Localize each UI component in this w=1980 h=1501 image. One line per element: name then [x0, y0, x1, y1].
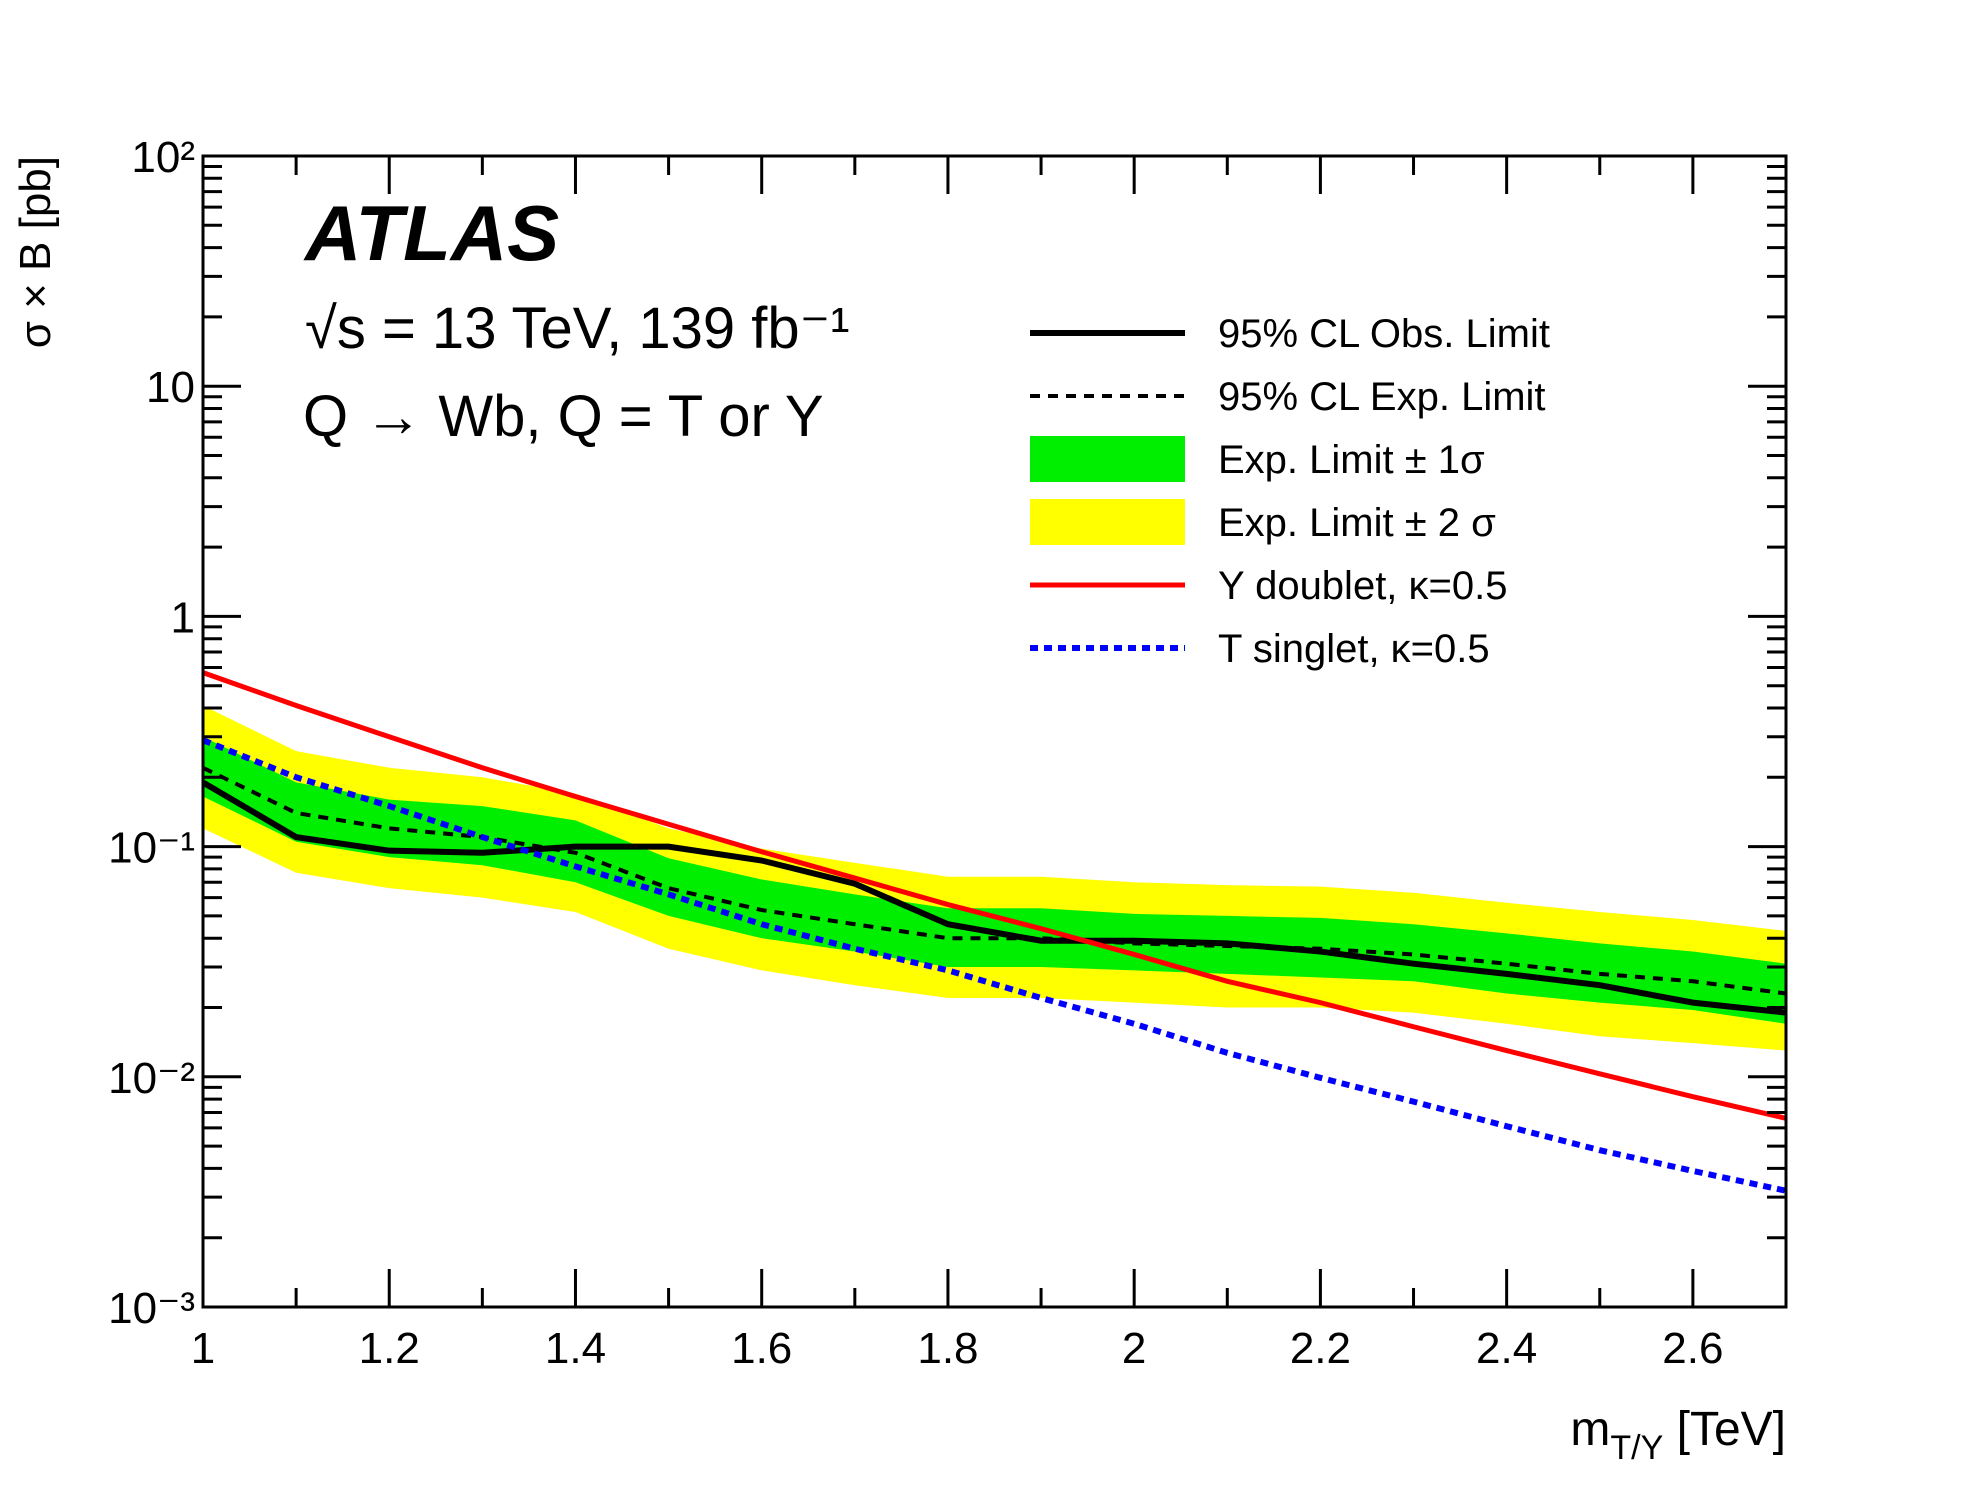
line: [202, 670, 1787, 1121]
band: [203, 705, 1786, 1051]
x-tick-label: 2.6: [1662, 1324, 1723, 1373]
x-tick-label: 1: [191, 1324, 215, 1373]
y-tick-label: 1: [171, 593, 195, 642]
frame: [201, 154, 1788, 1309]
x-axis-label: mT/Y [TeV]: [1570, 1403, 1786, 1467]
x-label-sub: T/Y: [1610, 1429, 1663, 1467]
legend-label: T singlet, κ=0.5: [1218, 627, 1490, 671]
x-tick-label: 2: [1122, 1324, 1146, 1373]
y-tick-label: 10⁻¹: [108, 824, 195, 873]
x-label-main: m: [1570, 1403, 1610, 1456]
line: [201, 779, 1787, 1016]
y-tick-label: 10⁻²: [108, 1054, 195, 1103]
line: [202, 765, 1787, 996]
energy-label: √s = 13 TeV, 139 fb⁻¹: [305, 296, 850, 361]
y-tick-label: 10: [146, 363, 195, 412]
plot-area: [201, 670, 1787, 1194]
legend-swatch: [1030, 436, 1185, 482]
experiment-label: ATLAS: [303, 189, 559, 277]
x-tick-label: 1.2: [359, 1324, 420, 1373]
legend-label: Exp. Limit ± 2 σ: [1218, 501, 1496, 545]
y-tick-label: 10⁻³: [108, 1284, 195, 1333]
x-tick-label: 2.2: [1290, 1324, 1351, 1373]
y-axis-label: σ × B [pb]: [11, 156, 60, 348]
y-tick-label: 10²: [131, 133, 195, 182]
x-tick-label: 2.4: [1476, 1324, 1537, 1373]
legend-label: 95% CL Obs. Limit: [1218, 312, 1550, 356]
line: [201, 737, 1787, 1194]
x-tick-label: 1.4: [545, 1324, 606, 1373]
x-label-unit: [TeV]: [1663, 1403, 1786, 1456]
x-tick-label: 1.6: [731, 1324, 792, 1373]
x-tick-label: 1.8: [917, 1324, 978, 1373]
legend-swatch: [1030, 499, 1185, 545]
legend-label: Exp. Limit ± 1σ: [1218, 438, 1485, 482]
legend-label: Y doublet, κ=0.5: [1218, 564, 1508, 608]
process-label: Q → Wb, Q = T or Y: [303, 384, 824, 449]
legend-label: 95% CL Exp. Limit: [1218, 375, 1546, 419]
